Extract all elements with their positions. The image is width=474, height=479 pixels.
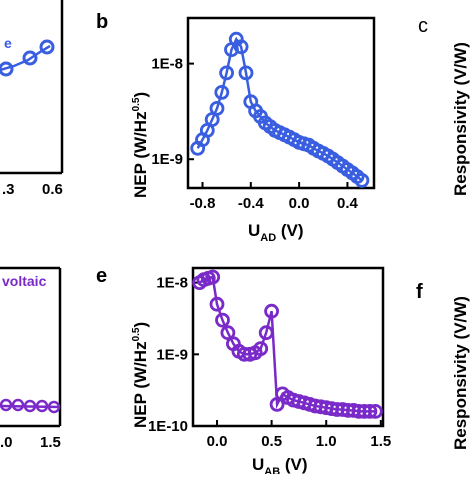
panel-d-marker — [35, 399, 49, 413]
panel-b-data-point — [233, 39, 249, 55]
panel-b: b 1E-81E-9 -0.8 -0.4 0.0 0.4 NEP (W/Hz0.5) … — [96, 11, 376, 244]
panel-c-ylabel: Responsivity (V/W) — [451, 42, 470, 196]
panel-b-data-point — [209, 101, 225, 116]
panel-a-tick-label-2: 0.6 — [42, 181, 63, 198]
panel-b-y-tick-label: 1E-8 — [151, 56, 183, 73]
panel-d-tick-label-right: 1.5 — [40, 434, 61, 451]
panel-e-frame — [191, 266, 385, 428]
panel-d-series-line — [0, 404, 61, 409]
panel-f-ylabel: Responsivity (V/W) — [451, 296, 470, 450]
panel-b-data-point — [354, 172, 370, 188]
panel-e-x-tick-label: 0.0 — [207, 433, 228, 450]
panel-e-data-point — [220, 325, 236, 341]
panel-e-data-point — [209, 296, 225, 312]
panel-e-xlabel-end: (V) — [280, 455, 307, 474]
panel-a-marker — [0, 61, 14, 77]
panel-b-ylabel-end: ) — [131, 92, 150, 98]
panel-f-letter: f — [416, 281, 423, 303]
panel-a-legend-text: e — [4, 35, 12, 51]
panel-e-data-point — [264, 303, 280, 319]
panel-a-marker — [22, 50, 38, 66]
panel-a-marker — [39, 39, 55, 55]
panel-c-letter: c — [418, 15, 428, 37]
panel-e-y-tick-label: 1E-9 — [156, 346, 188, 363]
panel-e-data-point — [258, 325, 274, 341]
panel-e-data-point — [253, 341, 269, 357]
panel-e-letter: e — [96, 265, 107, 287]
panel-e-markers — [192, 269, 383, 419]
panel-e-ylabel-sup: 0.5 — [131, 327, 142, 341]
panel-b-x-tick-label: -0.4 — [238, 195, 265, 212]
panel-b-xlabel: UAD (V) — [248, 221, 304, 244]
panel-e-data-point — [362, 403, 378, 419]
panel-e-xlabel-sub: AB — [264, 466, 280, 474]
panel-b-ylabel-sup: 0.5 — [131, 97, 142, 111]
panel-f-fragment: f Responsivity (V/W) — [416, 281, 470, 450]
panel-a-tick-label-1: .3 — [2, 181, 15, 198]
panel-e-xlabel-main: U — [252, 455, 264, 474]
panel-e-y-ticks: 1E-8 1E-9 1E-10 — [148, 275, 199, 435]
panel-e-x-tick-label: 0.5 — [261, 433, 282, 450]
panel-e-x-tick-label: 1.0 — [316, 433, 337, 450]
panel-e: e 1E-81E-91E-10 0.0 0.5 1.0 1.5 NEP (W/Hz0.… — [96, 265, 391, 478]
panel-e-ylabel-main: NEP (W/Hz — [131, 341, 150, 428]
panel-b-ylabel: NEP (W/Hz0.5) — [131, 92, 150, 198]
panel-e-x-ticks: 0.0 0.5 1.0 1.5 — [207, 420, 391, 450]
panel-d-marker — [23, 399, 37, 413]
panel-e-data-point — [367, 403, 383, 419]
panel-b-y-tick-label: 1E-9 — [151, 151, 183, 168]
panel-a-fragment: .3 0.6 e — [0, 0, 64, 198]
panel-b-x-tick-label: 0.0 — [289, 195, 310, 212]
panel-b-xlabel-sub: AD — [260, 232, 276, 244]
panel-b-letter: b — [96, 11, 108, 33]
panel-e-ylabel-end: ) — [131, 322, 150, 328]
panel-d-legend-text: voltaic — [2, 273, 47, 289]
panel-e-y-tick-label: 1E-8 — [156, 275, 188, 292]
panel-e-x-tick-label: 1.5 — [370, 433, 391, 450]
panel-b-xlabel-main: U — [248, 221, 260, 240]
panel-b-data-point — [238, 65, 254, 81]
panel-d-marker — [0, 398, 13, 412]
panel-b-ylabel-main: NEP (W/Hz — [131, 111, 150, 198]
panel-e-data-point — [205, 269, 221, 285]
panel-e-data-point — [215, 312, 230, 328]
panel-b-x-tick-label: 0.4 — [337, 195, 359, 212]
panel-e-xlabel: UAB (V) — [252, 455, 308, 474]
panel-b-markers — [190, 31, 370, 188]
panel-d-marker — [11, 398, 25, 412]
panel-b-x-tick-label: -0.8 — [190, 195, 216, 212]
panel-b-y-ticks: 1E-8 1E-9 — [151, 56, 194, 168]
panel-b-x-ticks: -0.8 -0.4 0.0 0.4 — [190, 182, 359, 212]
panel-b-data-point — [214, 85, 230, 100]
panel-d-tick-label-left: .0 — [0, 434, 13, 451]
panel-b-data-point — [219, 65, 235, 81]
panel-c-fragment: c Responsivity (V/W) — [418, 15, 470, 196]
panel-e-y-tick-label: 1E-10 — [148, 418, 188, 435]
panel-b-frame — [186, 16, 376, 190]
panel-d-marker — [47, 400, 61, 414]
panel-b-xlabel-end: (V) — [276, 221, 303, 240]
panel-d-fragment: .0 1.5 voltaic — [0, 266, 62, 451]
panel-e-ylabel: NEP (W/Hz0.5) — [131, 322, 150, 428]
